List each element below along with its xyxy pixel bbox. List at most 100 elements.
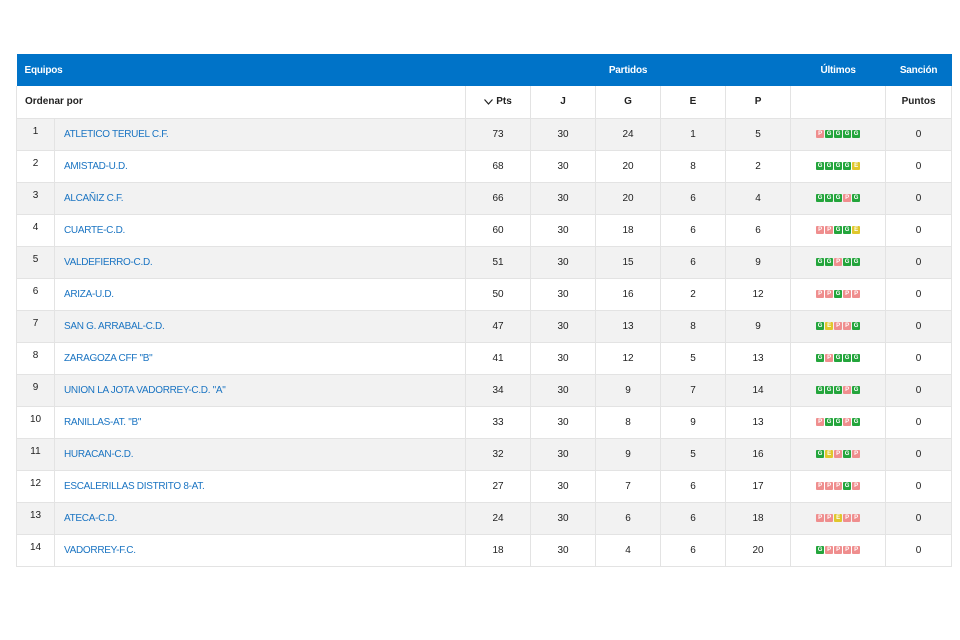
p-cell: 4 xyxy=(725,182,792,215)
result-badge: G xyxy=(852,193,861,202)
team-link[interactable]: HURACAN-C.D. xyxy=(64,448,134,460)
team-link[interactable]: SAN G. ARRABAL-C.D. xyxy=(64,320,165,332)
result-badge: P xyxy=(852,545,861,554)
result-badge: G xyxy=(825,385,834,394)
result-badge: G xyxy=(852,321,861,330)
team-link[interactable]: CUARTE-C.D. xyxy=(64,224,125,236)
team-link[interactable]: AMISTAD-U.D. xyxy=(64,160,128,172)
g-cell: 6 xyxy=(595,502,662,535)
j-cell: 30 xyxy=(530,310,597,343)
j-cell: 30 xyxy=(530,278,597,311)
team-link[interactable]: UNION LA JOTA VADORREY-C.D. "A" xyxy=(64,384,226,396)
team-link[interactable]: ATECA-C.D. xyxy=(64,512,117,524)
table-row: 11 HURACAN-C.D. 32 30 9 5 16 G E P G P 0 xyxy=(16,438,953,471)
g-cell: 20 xyxy=(595,182,662,215)
result-badge: G xyxy=(834,129,843,138)
result-badge: E xyxy=(825,449,834,458)
pts-cell: 18 xyxy=(465,534,532,567)
p-cell: 18 xyxy=(725,502,792,535)
g-cell: 16 xyxy=(595,278,662,311)
team-cell: ESCALERILLAS DISTRITO 8-AT. xyxy=(54,470,467,503)
result-badge: G xyxy=(843,161,852,170)
pts-cell: 66 xyxy=(465,182,532,215)
team-link[interactable]: ATLETICO TERUEL C.F. xyxy=(64,128,169,140)
team-link[interactable]: VALDEFIERRO-C.D. xyxy=(64,256,153,268)
result-badge: E xyxy=(834,513,843,522)
team-cell: AMISTAD-U.D. xyxy=(54,150,467,183)
result-badge: G xyxy=(816,353,825,362)
ultimos-blank xyxy=(790,86,887,119)
team-cell: ATLETICO TERUEL C.F. xyxy=(54,118,467,151)
position-cell: 11 xyxy=(16,438,55,471)
result-badge: P xyxy=(834,449,843,458)
j-cell: 30 xyxy=(530,150,597,183)
table-row: 3 ALCAÑIZ C.F. 66 30 20 6 4 G G G P G 0 xyxy=(16,182,953,215)
p-cell: 12 xyxy=(725,278,792,311)
team-link[interactable]: ARIZA-U.D. xyxy=(64,288,114,300)
table-row: 5 VALDEFIERRO-C.D. 51 30 15 6 9 G G P G G 0 xyxy=(16,246,953,279)
g-cell: 18 xyxy=(595,214,662,247)
standings-table: Equipos Partidos Últimos Sanción Ordenar… xyxy=(15,54,953,567)
pts-cell: 51 xyxy=(465,246,532,279)
table-row: 14 VADORREY-F.C. 18 30 4 6 20 G P P P P 0 xyxy=(16,534,953,567)
team-link[interactable]: RANILLAS-AT. "B" xyxy=(64,416,142,428)
p-cell: 13 xyxy=(725,406,792,439)
result-badge: P xyxy=(852,513,861,522)
result-badge: G xyxy=(816,193,825,202)
result-badge: P xyxy=(834,321,843,330)
position-cell: 14 xyxy=(16,534,55,567)
result-badge: P xyxy=(816,225,825,234)
sort-pts-button[interactable]: Pts xyxy=(465,86,532,119)
result-badge: G xyxy=(852,129,861,138)
team-link[interactable]: ALCAÑIZ C.F. xyxy=(64,192,124,204)
g-cell: 13 xyxy=(595,310,662,343)
team-link[interactable]: VADORREY-F.C. xyxy=(64,544,136,556)
result-badge: P xyxy=(843,193,852,202)
sort-j-button[interactable]: J xyxy=(530,86,597,119)
result-badge: P xyxy=(843,385,852,394)
result-badge: G xyxy=(825,257,834,266)
result-badge: G xyxy=(852,385,861,394)
g-cell: 24 xyxy=(595,118,662,151)
sancion-cell: 0 xyxy=(885,150,953,183)
result-badge: G xyxy=(834,289,843,298)
team-cell: UNION LA JOTA VADORREY-C.D. "A" xyxy=(54,374,467,407)
pts-cell: 24 xyxy=(465,502,532,535)
result-badge: P xyxy=(825,353,834,362)
p-cell: 2 xyxy=(725,150,792,183)
result-badge: G xyxy=(843,353,852,362)
pts-cell: 68 xyxy=(465,150,532,183)
pts-cell: 33 xyxy=(465,406,532,439)
j-cell: 30 xyxy=(530,406,597,439)
p-cell: 16 xyxy=(725,438,792,471)
j-cell: 30 xyxy=(530,470,597,503)
sort-e-button[interactable]: E xyxy=(660,86,727,119)
sort-p-button[interactable]: P xyxy=(725,86,792,119)
team-cell: ARIZA-U.D. xyxy=(54,278,467,311)
team-link[interactable]: ESCALERILLAS DISTRITO 8-AT. xyxy=(64,480,205,492)
result-badge: P xyxy=(843,321,852,330)
position-cell: 12 xyxy=(16,470,55,503)
result-badge: G xyxy=(852,417,861,426)
g-cell: 20 xyxy=(595,150,662,183)
sort-g-button[interactable]: G xyxy=(595,86,662,119)
result-badge: P xyxy=(843,545,852,554)
result-badge: P xyxy=(816,417,825,426)
e-cell: 5 xyxy=(660,438,727,471)
team-cell: HURACAN-C.D. xyxy=(54,438,467,471)
table-row: 1 ATLETICO TERUEL C.F. 73 30 24 1 5 P G G G G 0 xyxy=(16,118,953,151)
team-link[interactable]: ZARAGOZA CFF "B" xyxy=(64,352,153,364)
header-partidos: Partidos xyxy=(465,54,791,86)
team-cell: SAN G. ARRABAL-C.D. xyxy=(54,310,467,343)
sancion-cell: 0 xyxy=(885,438,953,471)
pts-cell: 73 xyxy=(465,118,532,151)
position-cell: 5 xyxy=(16,246,55,279)
p-cell: 17 xyxy=(725,470,792,503)
position-cell: 3 xyxy=(16,182,55,215)
result-badge: G xyxy=(825,193,834,202)
